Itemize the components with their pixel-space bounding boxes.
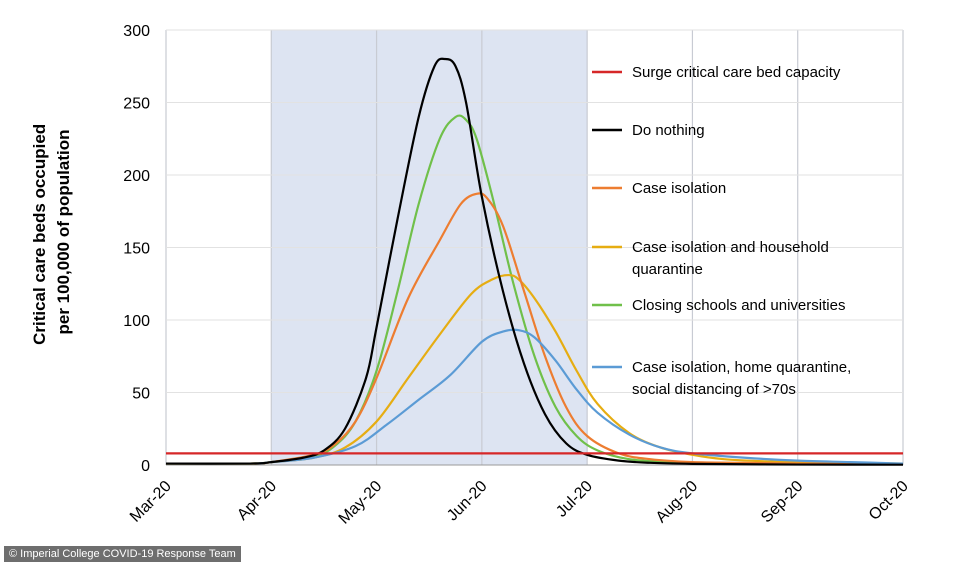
series-line-5 (165, 328, 904, 465)
y-tick-label: 200 (123, 168, 150, 185)
legend-label: Closing schools and universities (632, 297, 845, 314)
legend-label: Surge critical care bed capacity (632, 64, 841, 81)
credit-label: © Imperial College COVID-19 Response Tea… (4, 546, 241, 562)
x-tick-label: Jul-20 (553, 478, 596, 521)
y-tick-label: 250 (123, 96, 150, 113)
y-tick-label: 50 (132, 386, 150, 403)
series-line-1 (165, 57, 904, 466)
series-lines (165, 57, 904, 466)
y-tick-label: 0 (141, 458, 150, 475)
legend-label: Case isolation and household (632, 239, 829, 256)
x-tick-label: Jun-20 (444, 478, 491, 525)
y-tick-label: 150 (123, 241, 150, 258)
x-tick-label: May-20 (336, 478, 386, 528)
y-axis-label: Critical care beds occupied per 100,000 … (30, 119, 73, 345)
legend-label: quarantine (632, 261, 703, 278)
series-line-2 (165, 192, 904, 466)
legend: Surge critical care bed capacity Do nothi… (592, 64, 851, 398)
series-line-4 (165, 114, 904, 466)
x-tick-label: Apr-20 (234, 478, 280, 524)
legend-label: Case isolation (632, 180, 726, 197)
y-tick-label: 300 (123, 23, 150, 40)
x-tick-label: Aug-20 (653, 478, 702, 527)
legend-label: Do nothing (632, 122, 705, 139)
y-tick-label: 100 (123, 313, 150, 330)
y-axis-label-line-1: Critical care beds occupied (30, 124, 49, 345)
x-tick-label: Mar-20 (127, 478, 175, 526)
x-tick-label: Oct-20 (866, 478, 912, 524)
y-axis-label-line-2: per 100,000 of population (54, 130, 73, 335)
x-tick-label: Sep-20 (758, 478, 807, 527)
legend-label: social distancing of >70s (632, 381, 796, 398)
legend-label: Case isolation, home quarantine, (632, 359, 851, 376)
